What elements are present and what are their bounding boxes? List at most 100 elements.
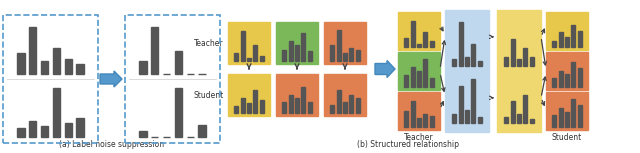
Bar: [17, 53, 24, 74]
Bar: [559, 32, 563, 47]
Text: (a) Label noise suppression: (a) Label noise suppression: [59, 140, 164, 149]
Bar: [324, 74, 366, 116]
Bar: [565, 37, 569, 47]
Bar: [417, 71, 421, 87]
Bar: [228, 74, 270, 116]
Bar: [559, 108, 563, 127]
Bar: [343, 53, 347, 61]
Text: Teacher: Teacher: [404, 133, 434, 142]
Bar: [546, 12, 588, 50]
Bar: [289, 95, 292, 113]
Bar: [572, 25, 575, 47]
Bar: [424, 114, 428, 127]
Bar: [241, 98, 244, 113]
Bar: [578, 105, 582, 127]
Bar: [465, 57, 469, 66]
Bar: [511, 101, 515, 123]
Bar: [430, 78, 434, 87]
Bar: [497, 10, 541, 132]
FancyArrow shape: [375, 60, 395, 78]
Bar: [276, 74, 318, 116]
Bar: [398, 52, 440, 90]
Bar: [517, 114, 521, 123]
Bar: [3, 15, 98, 143]
Bar: [424, 32, 428, 47]
Bar: [175, 88, 182, 137]
Bar: [552, 41, 556, 47]
Bar: [65, 59, 72, 74]
Bar: [151, 26, 159, 74]
Bar: [452, 114, 456, 123]
Bar: [253, 90, 257, 113]
Bar: [139, 131, 147, 137]
Bar: [417, 44, 421, 47]
Bar: [356, 50, 360, 61]
Bar: [308, 51, 312, 61]
Bar: [530, 119, 534, 123]
Bar: [337, 90, 340, 113]
Text: Teacher: Teacher: [195, 39, 224, 47]
Bar: [552, 115, 556, 127]
Bar: [404, 75, 408, 87]
Bar: [504, 117, 508, 123]
Bar: [565, 74, 569, 87]
Bar: [472, 79, 476, 123]
Bar: [29, 26, 36, 74]
Bar: [17, 128, 24, 137]
Bar: [295, 45, 299, 61]
Bar: [546, 52, 588, 90]
Bar: [343, 102, 347, 113]
Bar: [234, 106, 238, 113]
Bar: [552, 78, 556, 87]
Bar: [398, 12, 440, 50]
Bar: [324, 22, 366, 64]
Bar: [452, 59, 456, 66]
Bar: [330, 105, 334, 113]
Bar: [472, 44, 476, 66]
Bar: [198, 125, 206, 137]
Bar: [282, 102, 286, 113]
Bar: [234, 53, 238, 61]
Bar: [578, 68, 582, 87]
Bar: [260, 56, 264, 61]
Bar: [41, 126, 48, 137]
Bar: [445, 10, 489, 132]
Bar: [404, 111, 408, 127]
Bar: [247, 103, 251, 113]
Bar: [260, 100, 264, 113]
Bar: [29, 121, 36, 137]
Bar: [356, 98, 360, 113]
Bar: [404, 38, 408, 47]
Bar: [511, 39, 515, 66]
Bar: [276, 22, 318, 64]
Bar: [417, 118, 421, 127]
Bar: [411, 67, 415, 87]
Text: Student: Student: [194, 91, 224, 99]
Bar: [424, 59, 428, 87]
Bar: [398, 92, 440, 130]
Bar: [253, 45, 257, 61]
Bar: [411, 21, 415, 47]
Bar: [459, 22, 463, 66]
Bar: [52, 88, 60, 137]
Bar: [139, 61, 147, 74]
Bar: [349, 48, 353, 61]
Bar: [301, 33, 305, 61]
Bar: [52, 48, 60, 74]
Bar: [565, 112, 569, 127]
Bar: [65, 123, 72, 137]
Bar: [295, 98, 299, 113]
Bar: [478, 117, 482, 123]
Bar: [241, 32, 244, 61]
Bar: [530, 57, 534, 66]
Bar: [76, 64, 84, 74]
Text: (b) Structured relationship: (b) Structured relationship: [357, 140, 459, 149]
Bar: [517, 59, 521, 66]
Bar: [578, 31, 582, 47]
Bar: [559, 71, 563, 87]
Bar: [459, 86, 463, 123]
Bar: [411, 101, 415, 127]
Bar: [430, 116, 434, 127]
Bar: [349, 95, 353, 113]
Bar: [175, 51, 182, 74]
